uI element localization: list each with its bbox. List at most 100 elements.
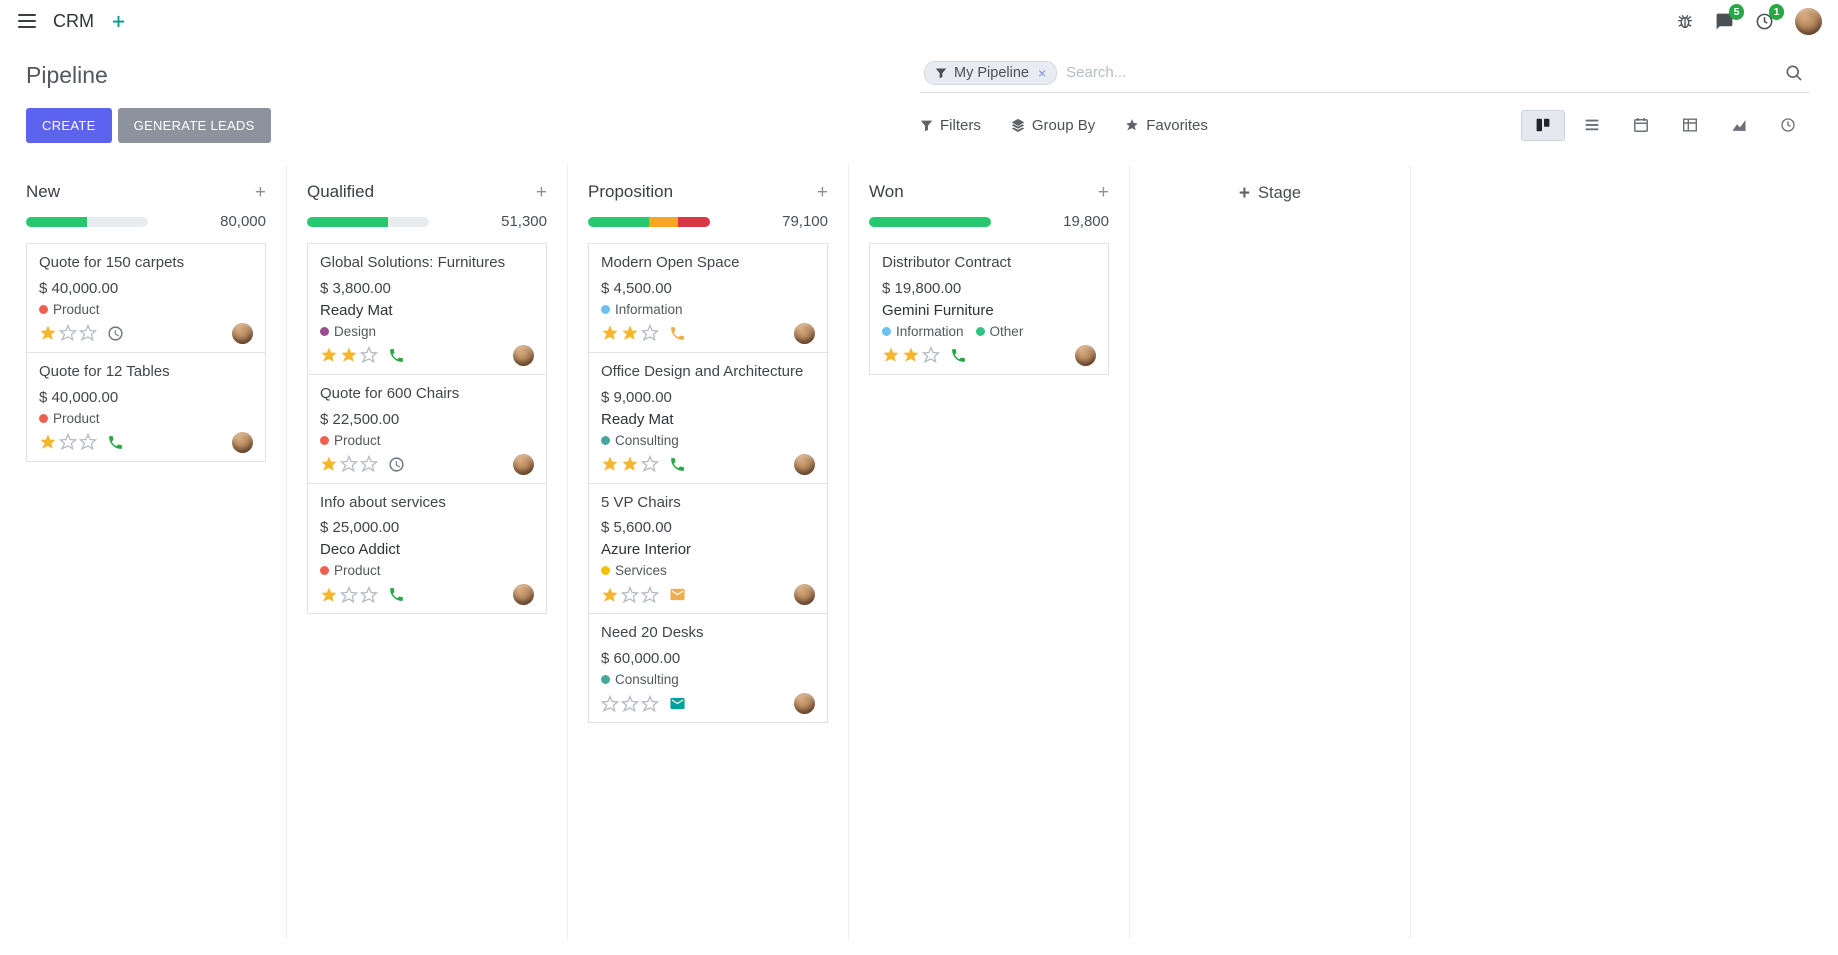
- add-stage-button[interactable]: + Stage: [1150, 182, 1390, 203]
- add-stage-slot: + Stage: [1130, 166, 1411, 938]
- view-kanban-button[interactable]: [1521, 109, 1565, 141]
- kanban-card[interactable]: Quote for 12 Tables $ 40,000.00 Product: [26, 351, 266, 462]
- column-quick-create-icon[interactable]: +: [535, 181, 547, 203]
- column-quick-create-icon[interactable]: +: [1097, 181, 1109, 203]
- phone-icon[interactable]: [388, 586, 405, 603]
- progress-segment[interactable]: [649, 216, 679, 227]
- star-empty-icon[interactable]: [79, 433, 97, 451]
- star-empty-icon[interactable]: [641, 585, 659, 604]
- phone-icon[interactable]: [669, 325, 686, 342]
- star-empty-icon[interactable]: [340, 585, 358, 604]
- kanban-card[interactable]: 5 VP Chairs $ 5,600.00 Azure Interior Servi…: [588, 482, 828, 615]
- salesperson-avatar: [794, 322, 815, 344]
- column-total: 79,100: [782, 213, 828, 230]
- activities-icon[interactable]: 1: [1755, 3, 1784, 31]
- star-filled-icon[interactable]: [601, 455, 619, 473]
- card-tag: Consulting: [601, 433, 679, 448]
- search-icon[interactable]: [1784, 63, 1804, 83]
- star-empty-icon[interactable]: [360, 585, 378, 604]
- star-empty-icon[interactable]: [601, 694, 619, 713]
- user-avatar[interactable]: [1795, 7, 1822, 35]
- view-list-button[interactable]: [1570, 110, 1614, 141]
- view-pivot-button[interactable]: [1668, 110, 1712, 141]
- envelope-icon[interactable]: [669, 695, 686, 712]
- star-filled-icon[interactable]: [621, 324, 639, 342]
- card-tag: Product: [320, 433, 381, 448]
- view-calendar-button[interactable]: [1619, 110, 1663, 141]
- messages-icon[interactable]: 5: [1715, 3, 1744, 31]
- star-empty-icon[interactable]: [641, 694, 659, 713]
- phone-icon[interactable]: [107, 434, 124, 451]
- facet-remove-icon[interactable]: ×: [1037, 64, 1047, 81]
- star-empty-icon[interactable]: [360, 455, 378, 473]
- star-filled-icon[interactable]: [882, 346, 900, 364]
- star-empty-icon[interactable]: [621, 585, 639, 604]
- kanban-card[interactable]: Quote for 150 carpets $ 40,000.00 Product: [26, 243, 266, 353]
- star-empty-icon[interactable]: [79, 324, 97, 342]
- star-filled-icon[interactable]: [320, 346, 338, 364]
- column-progressbar[interactable]: [26, 216, 148, 227]
- group-by-button[interactable]: Group By: [1011, 117, 1095, 134]
- progress-segment[interactable]: [307, 216, 388, 227]
- generate-leads-button[interactable]: GENERATE LEADS: [117, 107, 271, 143]
- column-progressbar[interactable]: [307, 216, 429, 227]
- star-filled-icon[interactable]: [601, 586, 619, 604]
- star-empty-icon[interactable]: [340, 455, 358, 473]
- star-filled-icon[interactable]: [39, 433, 57, 451]
- card-expected-revenue: $ 22,500.00: [320, 410, 400, 428]
- star-filled-icon[interactable]: [320, 586, 338, 604]
- star-filled-icon[interactable]: [320, 455, 338, 473]
- view-graph-button[interactable]: [1717, 110, 1761, 141]
- kanban-card[interactable]: Need 20 Desks $ 60,000.00 Consulting: [588, 613, 828, 723]
- kanban-card[interactable]: Office Design and Architecture $ 9,000.00…: [588, 351, 828, 484]
- view-activity-button[interactable]: [1766, 110, 1810, 141]
- column-quick-create-icon[interactable]: +: [254, 181, 266, 203]
- star-filled-icon[interactable]: [601, 324, 619, 342]
- star-empty-icon[interactable]: [621, 694, 639, 713]
- kanban-card[interactable]: Info about services $ 25,000.00 Deco Addic…: [307, 482, 547, 615]
- search-facet-my-pipeline[interactable]: My Pipeline ×: [924, 60, 1058, 85]
- kanban-card[interactable]: Quote for 600 Chairs $ 22,500.00 Product: [307, 373, 547, 484]
- filters-button[interactable]: Filters: [920, 117, 981, 134]
- column-progressbar[interactable]: [588, 216, 710, 227]
- progress-segment[interactable]: [26, 216, 87, 227]
- column-quick-create-icon[interactable]: +: [816, 181, 828, 203]
- progress-segment[interactable]: [588, 216, 649, 227]
- plus-icon[interactable]: [111, 14, 126, 29]
- apps-menu-icon[interactable]: [16, 10, 38, 33]
- page-title: Pipeline: [26, 61, 108, 88]
- star-filled-icon[interactable]: [39, 324, 57, 342]
- clock-icon[interactable]: [388, 456, 405, 473]
- phone-icon[interactable]: [669, 456, 686, 473]
- star-empty-icon[interactable]: [360, 346, 378, 364]
- star-filled-icon[interactable]: [902, 346, 920, 364]
- star-filled-icon[interactable]: [621, 455, 639, 473]
- progress-segment[interactable]: [869, 216, 991, 227]
- column-progressbar[interactable]: [869, 216, 991, 227]
- envelope-icon[interactable]: [669, 586, 686, 603]
- systray: 5 1: [1676, 3, 1822, 35]
- search-input[interactable]: [1066, 64, 1775, 81]
- favorites-button[interactable]: Favorites: [1125, 117, 1208, 134]
- star-icon: [1125, 118, 1139, 132]
- clock-icon[interactable]: [107, 325, 124, 342]
- app-brand[interactable]: CRM: [53, 10, 94, 31]
- column-total: 51,300: [501, 213, 547, 230]
- star-empty-icon[interactable]: [59, 433, 77, 451]
- card-expected-revenue: $ 3,800.00: [320, 279, 391, 297]
- card-tag: Product: [39, 302, 100, 317]
- debug-bug-icon[interactable]: [1676, 12, 1694, 30]
- priority-stars: [882, 346, 940, 364]
- kanban-card[interactable]: Global Solutions: Furnitures $ 3,800.00 Re…: [307, 243, 547, 375]
- phone-icon[interactable]: [388, 347, 405, 364]
- star-filled-icon[interactable]: [340, 346, 358, 364]
- star-empty-icon[interactable]: [59, 324, 77, 342]
- star-empty-icon[interactable]: [641, 455, 659, 473]
- create-button[interactable]: CREATE: [26, 107, 112, 143]
- kanban-card[interactable]: Modern Open Space $ 4,500.00 Information: [588, 243, 828, 353]
- progress-segment[interactable]: [678, 216, 710, 227]
- star-empty-icon[interactable]: [641, 324, 659, 342]
- phone-icon[interactable]: [950, 347, 967, 364]
- kanban-card[interactable]: Distributor Contract $ 19,800.00 Gemini Fu…: [869, 243, 1109, 375]
- star-empty-icon[interactable]: [922, 346, 940, 364]
